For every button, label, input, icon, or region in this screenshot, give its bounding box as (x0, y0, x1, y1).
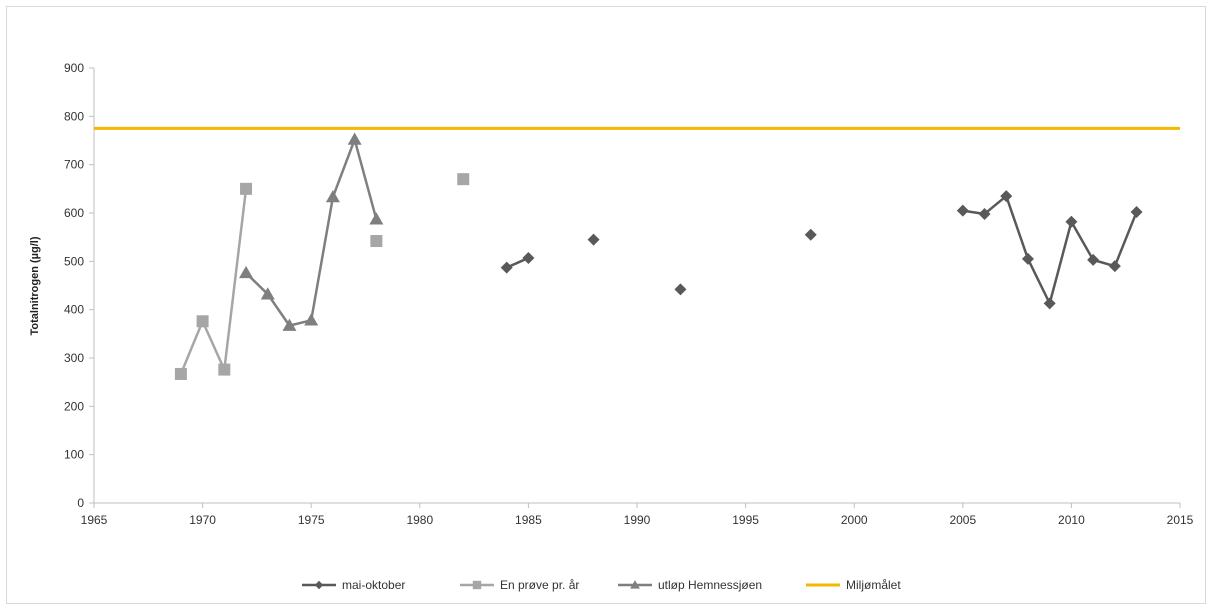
x-tick-label: 1980 (406, 513, 433, 527)
data-point (1130, 206, 1143, 219)
data-point (1000, 190, 1013, 203)
chart-frame (6, 6, 1206, 604)
series-en-pr-ve-pr-a-r (174, 173, 470, 380)
y-tick-label: 800 (64, 109, 84, 123)
data-point (978, 207, 991, 220)
data-point (240, 182, 253, 195)
data-point (956, 204, 969, 217)
series-mai-oktober (500, 190, 1143, 310)
data-point (347, 132, 362, 145)
y-tick-label: 200 (64, 399, 84, 413)
x-tick-label: 1965 (81, 513, 108, 527)
legend-label: mai-oktober (342, 578, 405, 592)
x-tick-label: 1970 (189, 513, 216, 527)
data-point (1108, 260, 1121, 273)
data-point (457, 173, 470, 186)
data-point (239, 265, 254, 279)
legend-label: Miljømålet (846, 578, 901, 592)
data-point (1043, 297, 1056, 310)
series-line (962, 194, 1138, 305)
legend-label: En prøve pr. år (500, 578, 579, 592)
y-tick-label: 300 (64, 351, 84, 365)
data-point (674, 283, 687, 296)
data-point (1087, 253, 1100, 266)
data-point (500, 261, 513, 274)
y-tick-label: 500 (64, 254, 84, 268)
data-point (370, 235, 383, 248)
x-tick-label: 2015 (1167, 513, 1194, 527)
data-point (304, 313, 319, 326)
data-point (196, 315, 209, 328)
legend: mai-oktober En prøve pr. år utløp Hemnessj… (302, 578, 901, 592)
data-point (522, 251, 535, 264)
legend-item-en-pr-ve-pr-a-r: En prøve pr. år (460, 578, 579, 592)
data-point (1065, 215, 1078, 228)
x-tick-label: 1990 (624, 513, 651, 527)
data-point (218, 363, 231, 376)
legend-item-mai-oktober: mai-oktober (302, 578, 405, 592)
series-utl-p-hemnessj-en (239, 132, 384, 331)
axes: 0 100 200 300 400 500 600 700 800 900 1965 1970 1975… (64, 61, 1194, 527)
legend-swatch-marker (472, 580, 482, 590)
data-point (1021, 252, 1034, 265)
data-point (174, 367, 187, 380)
series-line (179, 188, 248, 375)
y-tick-label: 0 (77, 496, 84, 510)
x-tick-label: 2010 (1058, 513, 1085, 527)
legend-item-milj-ma-let: Miljømålet (806, 578, 901, 592)
x-tick-label: 1975 (298, 513, 325, 527)
y-axis-title: Totalnitrogen (µg/l) (29, 236, 41, 335)
legend-swatch-marker (630, 580, 640, 589)
y-tick-label: 600 (64, 206, 84, 220)
y-tick-label: 100 (64, 448, 84, 462)
data-point (325, 190, 340, 203)
y-tick-label: 400 (64, 303, 84, 317)
x-tick-label: 2005 (949, 513, 976, 527)
x-tick-label: 1985 (515, 513, 542, 527)
legend-item-utl-p-hemnessj-en: utløp Hemnessjøen (618, 578, 762, 592)
legend-label: utløp Hemnessjøen (658, 578, 762, 592)
x-tick-label: 2000 (841, 513, 868, 527)
data-point (804, 228, 817, 241)
legend-swatch-marker (314, 580, 324, 590)
y-tick-label: 700 (64, 158, 84, 172)
data-point (260, 287, 275, 300)
data-point (369, 212, 384, 225)
y-tick-label: 900 (64, 61, 84, 75)
data-point (282, 318, 297, 331)
x-tick-label: 1995 (732, 513, 759, 527)
plot-area (94, 126, 1180, 380)
data-point (587, 233, 600, 246)
